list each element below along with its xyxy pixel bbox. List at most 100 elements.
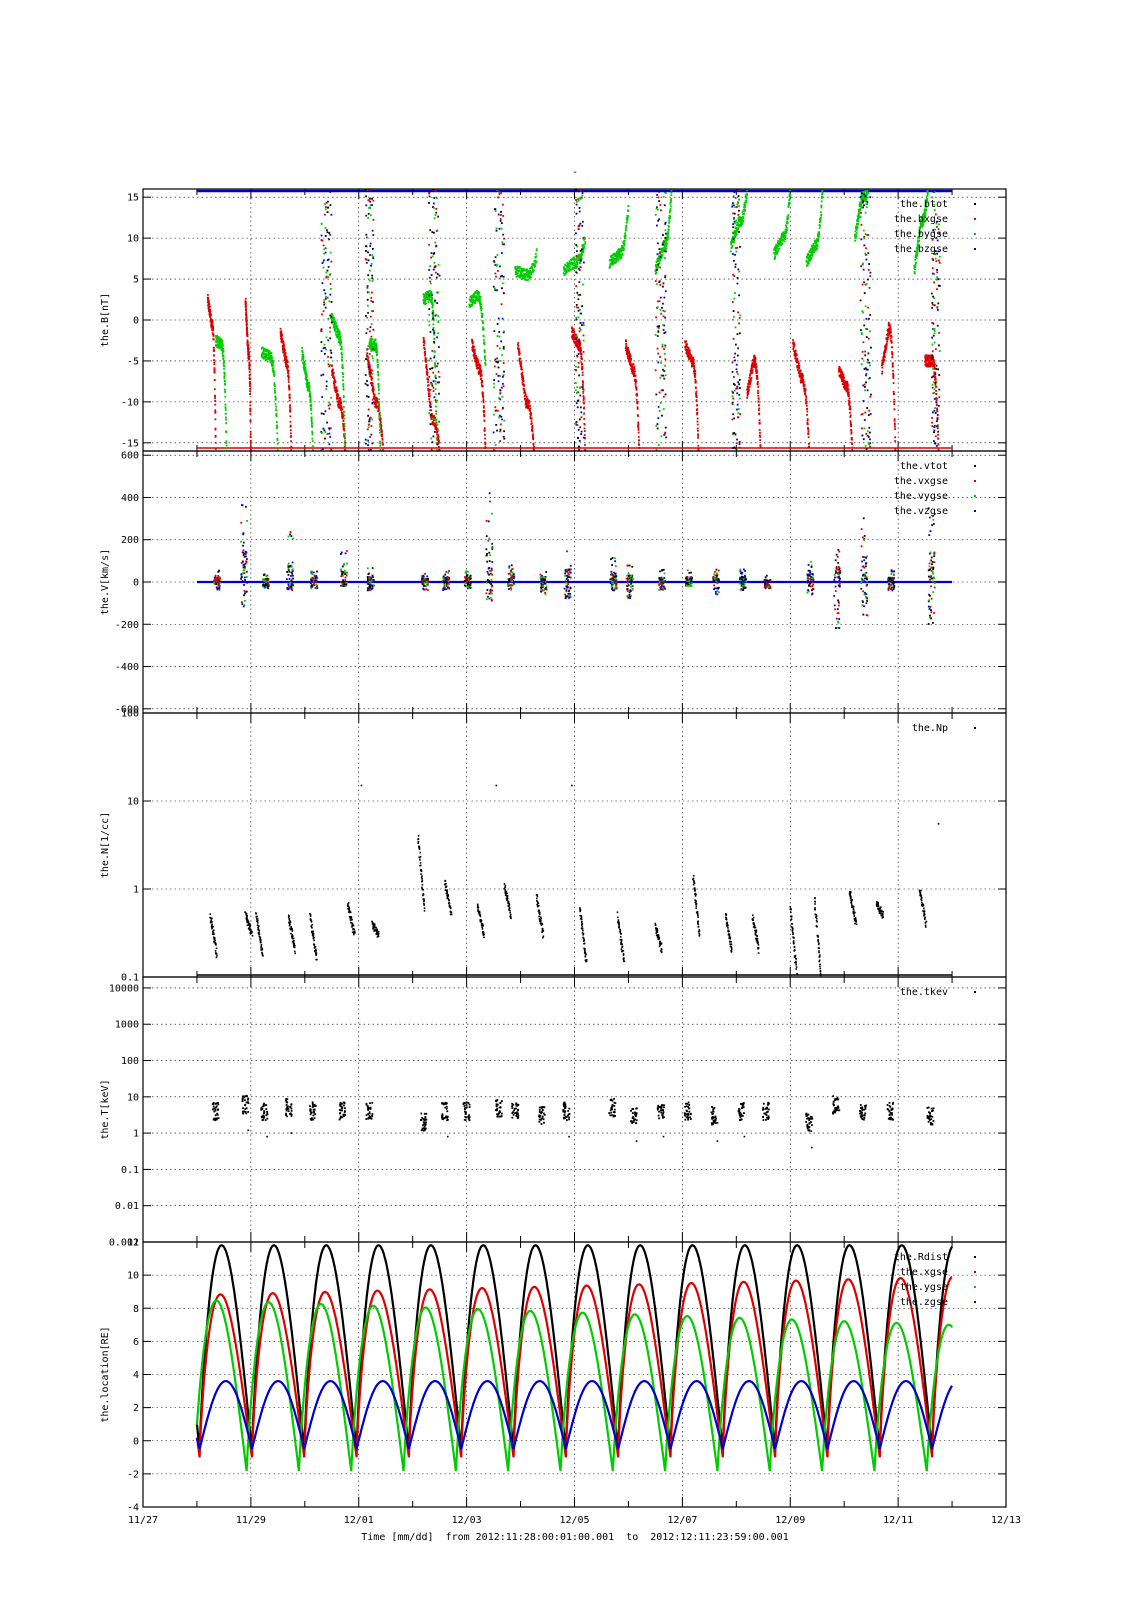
bygse-point [269, 357, 272, 360]
bxgse-point [580, 361, 583, 364]
bxgse-point [848, 397, 851, 400]
bxgse-point [889, 330, 892, 333]
bxgse-point [374, 405, 377, 408]
burst-point [371, 254, 374, 257]
bxgse-point [533, 445, 535, 448]
bxgse-point [333, 379, 336, 381]
bxgse-point [696, 420, 699, 423]
burst-point [327, 355, 329, 358]
bygse-point [571, 262, 574, 265]
bxgse-point [893, 418, 896, 420]
bxgse-point [249, 385, 251, 388]
bygse-point [581, 250, 584, 253]
bxgse-point [571, 334, 574, 337]
bygse-point [663, 239, 665, 242]
bygse-point [787, 205, 790, 208]
bxgse-point [893, 423, 896, 426]
bxgse-point [471, 340, 474, 343]
bxgse-point [245, 316, 248, 319]
bxgse-point [687, 354, 690, 357]
bxgse-point [334, 391, 337, 394]
bygse-point [378, 414, 381, 417]
bygse-point [470, 295, 473, 297]
bygse-point [271, 359, 274, 362]
bxgse-point [335, 394, 338, 397]
bxgse-point [373, 401, 376, 404]
bygse-point [337, 329, 339, 331]
bygse-point [581, 245, 584, 248]
bxgse-point [340, 401, 343, 404]
burst-point [369, 254, 371, 256]
burst-point [323, 301, 325, 304]
bygse-point [573, 257, 576, 260]
bxgse-point [213, 388, 216, 391]
bxgse-point [209, 316, 212, 318]
bygse-point [731, 246, 734, 248]
bygse-point [262, 350, 265, 353]
burst-point [501, 241, 504, 244]
bygse-point [483, 343, 486, 346]
burst-point [429, 229, 432, 231]
bygse-point [665, 241, 668, 244]
bxgse-point [428, 393, 431, 396]
bxgse-point [375, 396, 378, 399]
bygse-point [344, 436, 346, 439]
bxgse-point [533, 449, 535, 451]
bxgse-point [530, 420, 533, 423]
burst-point [370, 425, 373, 427]
bygse-point [265, 359, 267, 361]
bygse-point [341, 353, 343, 356]
bygse-point [821, 189, 824, 191]
burst-point [433, 396, 436, 399]
bxgse-point [757, 397, 760, 400]
bygse-point [306, 386, 309, 389]
bxgse-point [473, 357, 476, 359]
bxgse-point [483, 415, 486, 418]
bygse-point [777, 250, 780, 252]
bxgse-point [887, 336, 889, 339]
burst-point [437, 429, 440, 432]
bxgse-point [523, 389, 526, 392]
bygse-point [274, 385, 276, 387]
bygse-point [623, 248, 625, 251]
bxgse-point [754, 359, 757, 362]
bxgse-point [936, 408, 939, 411]
bygse-point [376, 366, 379, 369]
y-tick-label: -15 [121, 438, 139, 449]
bygse-point [431, 304, 434, 307]
bxgse-point [581, 363, 584, 366]
bxgse-point [629, 359, 632, 362]
bxgse-point [579, 342, 582, 345]
bygse-point [221, 341, 224, 343]
bygse-point [527, 278, 530, 281]
bygse-point [620, 246, 623, 249]
bygse-point [565, 268, 568, 271]
burst-point [432, 390, 435, 392]
burst-point [367, 396, 370, 398]
bxgse-point [366, 354, 368, 357]
burst-point [371, 369, 374, 372]
bygse-point [480, 309, 483, 312]
bxgse-point [281, 338, 284, 341]
bxgse-point [881, 366, 884, 369]
bygse-point [774, 253, 777, 256]
bygse-point [531, 266, 533, 269]
bxgse-point [894, 425, 896, 428]
burst-point [322, 427, 325, 430]
burst-point [327, 200, 329, 203]
bygse-point [425, 302, 427, 305]
bygse-point [333, 318, 336, 321]
bxgse-point [484, 447, 487, 449]
burst-point [370, 335, 373, 338]
bxgse-point [891, 346, 893, 349]
bygse-point [660, 247, 663, 250]
bxgse-point [692, 358, 695, 361]
burst-point [322, 413, 325, 415]
bygse-point [534, 256, 537, 259]
bygse-point [427, 301, 430, 303]
bygse-point [617, 249, 620, 252]
bygse-point [375, 345, 378, 347]
bxgse-point [248, 351, 250, 354]
burst-point [330, 356, 332, 359]
bxgse-point [936, 404, 938, 407]
